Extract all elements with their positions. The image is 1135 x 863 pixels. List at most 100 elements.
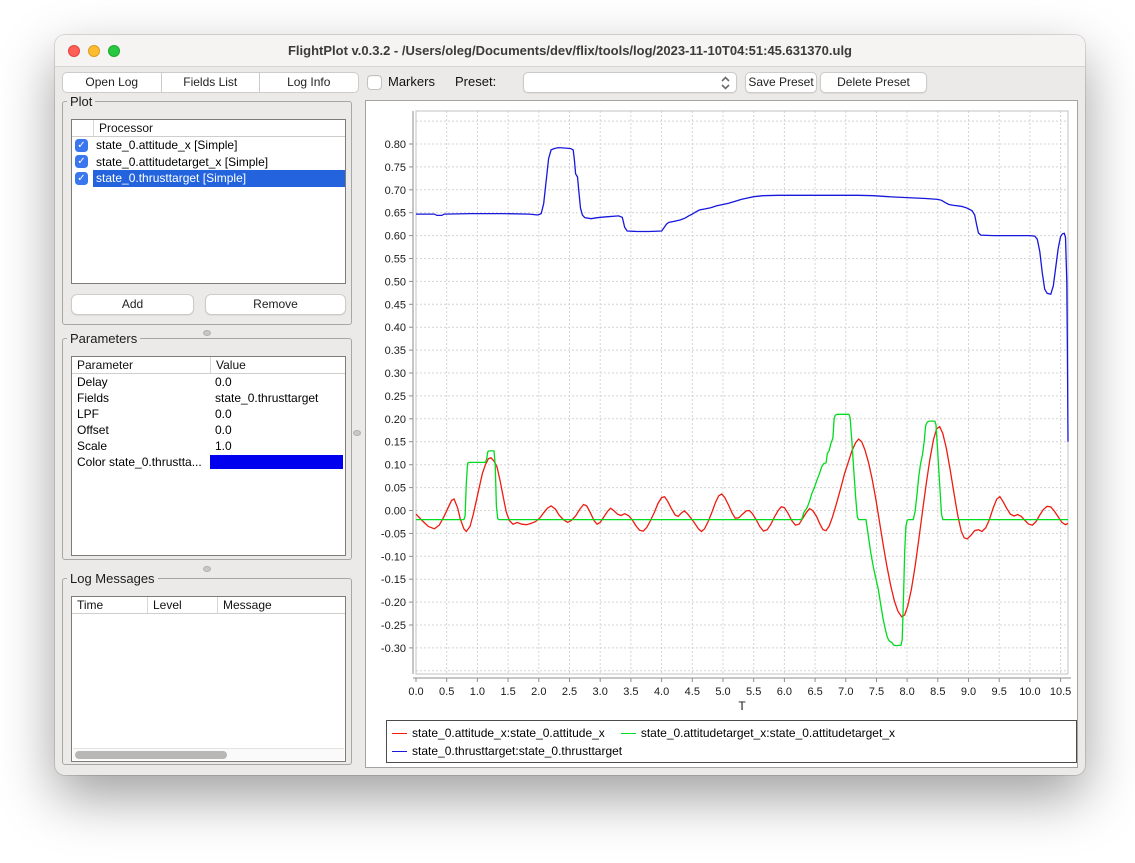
svg-text:0.45: 0.45 [385, 299, 406, 311]
toolbar-button-group: Open Log Fields List Log Info [62, 72, 359, 93]
svg-text:9.5: 9.5 [992, 686, 1007, 698]
preset-label: Preset: [455, 74, 496, 89]
log-messages-table[interactable]: Time Level Message [71, 596, 346, 762]
legend-line-icon [392, 733, 407, 734]
processor-column-header: Processor [93, 120, 345, 136]
parameter-row[interactable]: Scale 1.0 [72, 438, 345, 454]
svg-text:1.5: 1.5 [500, 686, 515, 698]
parameter-value: 1.0 [210, 438, 345, 454]
svg-text:0.5: 0.5 [439, 686, 454, 698]
vertical-splitter-grip[interactable] [353, 430, 361, 436]
parameter-row[interactable]: Offset 0.0 [72, 422, 345, 438]
message-column-header: Message [217, 597, 345, 613]
chart-canvas[interactable]: -0.30-0.25-0.20-0.15-0.10-0.050.000.050.… [366, 101, 1077, 719]
horizontal-scrollbar[interactable] [73, 748, 344, 760]
svg-text:7.5: 7.5 [869, 686, 884, 698]
app-window: FlightPlot v.0.3.2 - /Users/oleg/Documen… [55, 35, 1085, 775]
parameters-table[interactable]: Parameter Value Delay 0.0 Fields state_0… [71, 356, 346, 556]
log-info-button[interactable]: Log Info [259, 72, 359, 93]
svg-text:3.0: 3.0 [593, 686, 608, 698]
parameter-name: Color state_0.thrustta... [72, 454, 210, 470]
parameter-value: state_0.thrusttarget [210, 390, 345, 406]
svg-text:0.65: 0.65 [385, 208, 406, 220]
add-button[interactable]: Add [71, 294, 194, 315]
log-messages-group-title: Log Messages [67, 571, 158, 586]
remove-button[interactable]: Remove [205, 294, 346, 315]
window-title: FlightPlot v.0.3.2 - /Users/oleg/Documen… [55, 35, 1085, 67]
markers-label: Markers [388, 74, 435, 89]
legend-row: state_0.attitude_x:state_0.attitude_x sta… [392, 724, 1071, 742]
svg-text:0.35: 0.35 [385, 345, 406, 357]
processor-row-label: state_0.thrusttarget [Simple] [93, 170, 345, 187]
save-preset-button[interactable]: Save Preset [745, 72, 817, 93]
svg-text:5.0: 5.0 [715, 686, 730, 698]
svg-text:5.5: 5.5 [746, 686, 761, 698]
parameter-name: Delay [72, 374, 210, 390]
level-column-header: Level [147, 597, 217, 613]
parameter-name: LPF [72, 406, 210, 422]
color-value-swatch[interactable] [210, 455, 343, 469]
svg-text:-0.20: -0.20 [381, 597, 406, 609]
log-messages-group: Log Messages Time Level Message [62, 571, 352, 765]
row-checkbox-icon[interactable]: ✓ [75, 155, 88, 168]
svg-text:-0.10: -0.10 [381, 551, 406, 563]
combobox-stepper-icon[interactable] [719, 75, 732, 91]
svg-text:-0.15: -0.15 [381, 574, 406, 586]
parameters-group: Parameters Parameter Value Delay 0.0 Fie… [62, 331, 352, 560]
parameter-row[interactable]: Fields state_0.thrusttarget [72, 390, 345, 406]
parameter-name: Offset [72, 422, 210, 438]
legend-item: state_0.attitudetarget_x:state_0.attitud… [621, 726, 895, 740]
fields-list-button[interactable]: Fields List [161, 72, 261, 93]
row-checkbox-icon[interactable]: ✓ [75, 139, 88, 152]
processor-list[interactable]: Processor ✓ state_0.attitude_x [Simple] … [71, 119, 346, 284]
svg-text:4.0: 4.0 [654, 686, 669, 698]
svg-text:9.0: 9.0 [961, 686, 976, 698]
svg-text:7.0: 7.0 [838, 686, 853, 698]
preset-combobox[interactable] [523, 72, 737, 93]
row-checkbox-icon[interactable]: ✓ [75, 172, 88, 185]
svg-text:10.5: 10.5 [1050, 686, 1071, 698]
chart-panel: -0.30-0.25-0.20-0.15-0.10-0.050.000.050.… [365, 100, 1078, 768]
svg-text:0.60: 0.60 [385, 231, 406, 243]
svg-text:0.15: 0.15 [385, 437, 406, 449]
legend-label: state_0.attitudetarget_x:state_0.attitud… [641, 726, 895, 740]
processor-row[interactable]: ✓ state_0.attitudetarget_x [Simple] [72, 154, 345, 171]
legend-label: state_0.attitude_x:state_0.attitude_x [412, 726, 605, 740]
svg-text:0.20: 0.20 [385, 414, 406, 426]
parameter-row-color[interactable]: Color state_0.thrustta... [72, 454, 345, 470]
svg-text:1.0: 1.0 [470, 686, 485, 698]
parameter-column-header: Parameter [72, 357, 210, 373]
svg-text:-0.30: -0.30 [381, 643, 406, 655]
svg-text:T: T [738, 699, 746, 713]
svg-text:0.40: 0.40 [385, 322, 406, 334]
parameter-row[interactable]: Delay 0.0 [72, 374, 345, 390]
processor-row-selected[interactable]: ✓ state_0.thrusttarget [Simple] [72, 170, 345, 187]
markers-checkbox[interactable] [367, 75, 382, 90]
time-column-header: Time [72, 597, 147, 613]
open-log-button[interactable]: Open Log [62, 72, 162, 93]
processor-row[interactable]: ✓ state_0.attitude_x [Simple] [72, 137, 345, 154]
svg-text:0.10: 0.10 [385, 460, 406, 472]
processor-row-label: state_0.attitude_x [Simple] [93, 137, 240, 154]
svg-text:10.0: 10.0 [1019, 686, 1040, 698]
parameter-value: 0.0 [210, 406, 345, 422]
svg-text:0.80: 0.80 [385, 139, 406, 151]
parameter-row[interactable]: LPF 0.0 [72, 406, 345, 422]
svg-text:0.05: 0.05 [385, 483, 406, 495]
title-bar[interactable]: FlightPlot v.0.3.2 - /Users/oleg/Documen… [55, 35, 1085, 67]
processor-row-label: state_0.attitudetarget_x [Simple] [93, 154, 271, 171]
svg-text:0.00: 0.00 [385, 506, 406, 518]
svg-text:-0.05: -0.05 [381, 528, 406, 540]
parameter-value: 0.0 [210, 374, 345, 390]
svg-text:0.50: 0.50 [385, 276, 406, 288]
checkbox-column-header [72, 120, 93, 136]
svg-text:2.5: 2.5 [562, 686, 577, 698]
svg-text:0.0: 0.0 [408, 686, 423, 698]
legend-line-icon [392, 751, 407, 752]
legend-item: state_0.attitude_x:state_0.attitude_x [392, 726, 605, 740]
svg-text:0.75: 0.75 [385, 162, 406, 174]
legend-line-icon [621, 733, 636, 734]
delete-preset-button[interactable]: Delete Preset [820, 72, 927, 93]
scrollbar-thumb[interactable] [75, 751, 227, 759]
plot-group: Plot Processor ✓ state_0.attitude_x [Sim… [62, 94, 352, 325]
